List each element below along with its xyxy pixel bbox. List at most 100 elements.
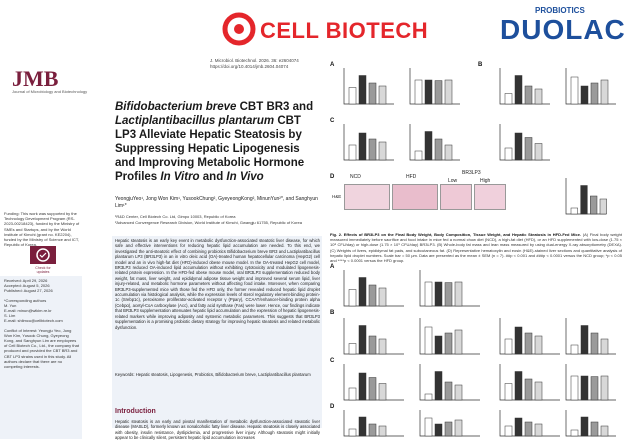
bar-high [454, 419, 463, 437]
funding-note: Funding: This work was supported by the … [4, 211, 80, 248]
bar-low [434, 138, 443, 161]
author-list: YeongjuYeo¹, Jong Won Kim¹, YusookChung²… [115, 196, 318, 209]
check-for-updates-label: Check for updates [35, 266, 51, 274]
bar-low [524, 85, 533, 105]
bar-ncd [424, 417, 433, 437]
chart-axis [499, 68, 550, 105]
panel-label-a: A [330, 62, 335, 68]
bar-low [590, 195, 598, 215]
accepted-date: Accepted: August 5, 2026 [4, 283, 50, 289]
check-updates-icon [36, 248, 50, 262]
bar-ncd [424, 281, 433, 307]
mini-chart [419, 364, 480, 401]
bar-ncd [424, 326, 433, 355]
mini-chart [409, 68, 460, 105]
affiliations: ¹R&D Center, Cell Biotech Co. Ltd, Gimpo… [115, 214, 320, 225]
bar-high [534, 335, 543, 355]
figure-caption: Fig. 2. Effects of BR3LP3 on the Final B… [330, 232, 622, 263]
bar-hfd [358, 75, 367, 105]
bar-low [524, 332, 533, 355]
histology-image-low [440, 184, 472, 210]
bar-hfd [580, 185, 588, 215]
bar-high [444, 144, 453, 161]
bar-hfd [358, 277, 367, 307]
mini-chart [409, 124, 460, 161]
bar-low [434, 80, 443, 105]
bar-low [590, 332, 599, 355]
bar-low [524, 421, 533, 437]
bar-ncd [570, 429, 579, 437]
bar-hfd [514, 75, 523, 105]
bar-ncd [348, 289, 357, 307]
sidebar-meta-box [0, 276, 82, 439]
bar-high [600, 375, 609, 401]
bar-high [378, 141, 387, 161]
bar-hfd [514, 371, 523, 401]
bar-low [368, 377, 377, 401]
cell-biotech-emblem-icon [222, 12, 256, 46]
mini-chart [499, 318, 560, 355]
panel-label-a-2: A [330, 264, 335, 270]
bar-high [378, 338, 387, 355]
check-for-updates-badge[interactable] [30, 246, 56, 264]
corresponding-email-1[interactable]: E-mail: minun@wikim.re.kr [4, 308, 52, 314]
bar-low [368, 284, 377, 307]
histo-label-ncd: NCD [350, 174, 361, 180]
introduction-text: Hepatic steatosis is an early and pivota… [115, 419, 320, 441]
bar-ncd [504, 383, 513, 401]
bar-hfd [358, 132, 367, 161]
bar-high [600, 79, 609, 105]
mini-chart [499, 68, 550, 105]
panel-label-c-2: C [330, 358, 335, 364]
bar-hfd [434, 281, 443, 307]
bar-low [444, 381, 453, 401]
panel-label-d: D [330, 174, 335, 180]
journal-logo-subtitle: Journal of Microbiology and Biotechnolog… [12, 89, 88, 94]
bar-ncd [570, 344, 579, 355]
conflict-of-interest: Conflict of Interest: Yeongju Yeo, Jong … [4, 327, 79, 370]
corresponding-email-2[interactable]: E-mail: shlimcu@cellbiotech.com [4, 318, 63, 324]
cell-biotech-logo: CELL BIOTECH [220, 12, 428, 46]
chart-axis [565, 68, 616, 105]
chart-axis [499, 124, 550, 161]
bar-ncd [570, 375, 579, 401]
histology-image-ncd [344, 184, 390, 210]
bar-hfd [358, 416, 367, 437]
bar-hfd [580, 416, 589, 437]
bar-low [590, 376, 599, 401]
bar-ncd [424, 393, 433, 401]
bar-hfd [434, 371, 443, 401]
mini-chart [565, 318, 616, 355]
citation-text: J. Microbiol. Biotechnol. 2026. 36: e260… [210, 58, 299, 63]
bar-hfd [580, 325, 589, 355]
bar-ncd [348, 343, 357, 355]
bar-high [600, 425, 609, 437]
chart-axis [409, 124, 460, 161]
chart-axis [343, 68, 394, 105]
bar-ncd [504, 338, 513, 355]
histology-image-high [474, 184, 506, 210]
corresponding-heading: *Corresponding authors [4, 297, 47, 303]
doi-link[interactable]: https://doi.org/10.4014/jmb.2604.04074 [210, 64, 289, 69]
bar-low [368, 423, 377, 437]
affiliation-1: ¹R&D Center, Cell Biotech Co. Ltd, Gimpo… [115, 214, 236, 219]
bar-high [534, 143, 543, 161]
panel-label-d-2: D [330, 404, 335, 410]
chart-axis [565, 318, 616, 355]
histo-group-header: BR3LP3 [462, 170, 481, 176]
bar-low [524, 378, 533, 401]
bar-ncd [348, 144, 357, 161]
mini-chart [343, 318, 404, 355]
bar-high [454, 384, 463, 401]
corresponding-author-1: M. Yun [4, 302, 17, 308]
histo-stain-label: H&E [332, 194, 342, 199]
bar-low [444, 282, 453, 307]
bar-hfd [434, 335, 443, 355]
duolac-probiotics-label: PROBIOTICS [535, 6, 585, 15]
bar-ncd [570, 207, 578, 215]
mini-chart [565, 364, 616, 401]
mini-chart [419, 410, 480, 437]
mini-chart [419, 318, 480, 355]
bar-high [378, 383, 387, 401]
received-date: Received: April 29, 2026 [4, 278, 48, 283]
